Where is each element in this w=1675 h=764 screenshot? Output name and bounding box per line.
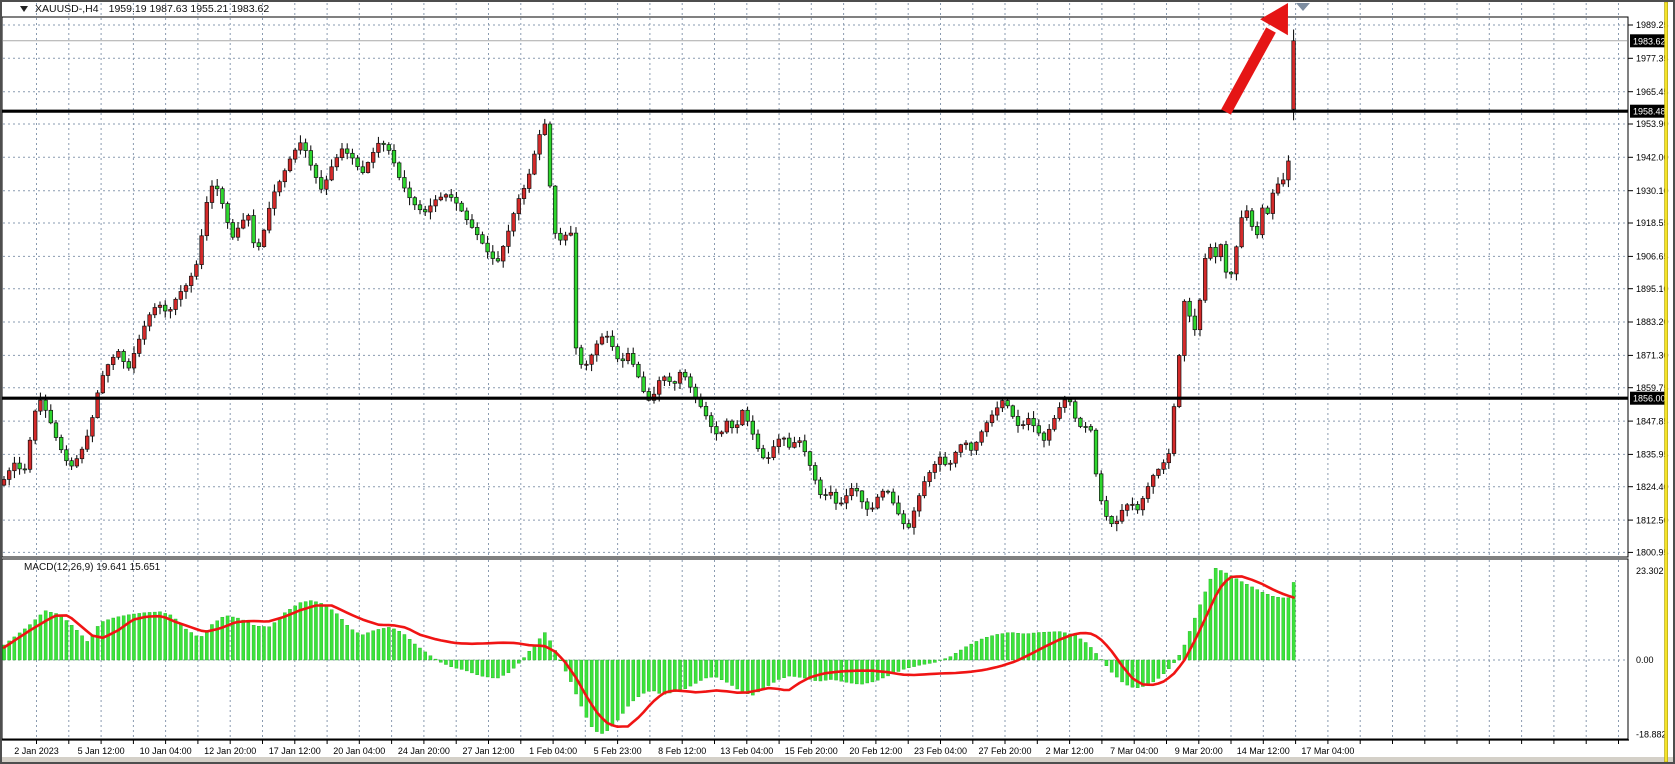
svg-text:1906.65: 1906.65	[1636, 252, 1669, 262]
svg-text:17 Jan 12:00: 17 Jan 12:00	[269, 746, 321, 756]
svg-text:7 Mar 04:00: 7 Mar 04:00	[1110, 746, 1158, 756]
time-axis[interactable]: 2 Jan 2023 5 Jan 12:00 10 Jan 04:00 12 Jan …	[2, 739, 1629, 756]
svg-text:1895.10: 1895.10	[1636, 284, 1669, 294]
vertical-yellow-line[interactable]	[1664, 1, 1668, 763]
svg-text:1835.95: 1835.95	[1636, 450, 1669, 460]
svg-text:0.00: 0.00	[1636, 655, 1654, 665]
svg-text:15 Feb 20:00: 15 Feb 20:00	[785, 746, 838, 756]
svg-text:8 Feb 12:00: 8 Feb 12:00	[658, 746, 706, 756]
svg-text:20 Feb 12:00: 20 Feb 12:00	[849, 746, 902, 756]
svg-text:23.302: 23.302	[1636, 566, 1664, 576]
svg-text:1859.75: 1859.75	[1636, 383, 1669, 393]
svg-text:14 Mar 12:00: 14 Mar 12:00	[1237, 746, 1290, 756]
hline-badge-1856.00[interactable]: 1856.00	[1630, 391, 1666, 405]
grid	[3, 3, 1627, 738]
svg-text:1958.48: 1958.48	[1633, 107, 1666, 117]
svg-text:9 Mar 20:00: 9 Mar 20:00	[1175, 746, 1223, 756]
svg-text:1930.10: 1930.10	[1636, 186, 1669, 196]
symbol-timeframe: XAUUSD-,H4	[35, 3, 99, 15]
svg-text:1983.62: 1983.62	[1633, 36, 1666, 46]
svg-text:1989.25: 1989.25	[1636, 20, 1669, 30]
svg-text:1824.40: 1824.40	[1636, 482, 1669, 492]
svg-text:1953.90: 1953.90	[1636, 119, 1669, 129]
bottom-strip	[2, 757, 1673, 762]
svg-text:-18.882: -18.882	[1636, 730, 1667, 740]
svg-text:1 Feb 04:00: 1 Feb 04:00	[529, 746, 577, 756]
svg-text:1871.30: 1871.30	[1636, 351, 1669, 361]
chart-title: XAUUSD-,H4 1959.19 1987.63 1955.21 1983.6…	[20, 3, 269, 15]
price-axis[interactable]: 1989.25 1977.35 1965.45 1953.90 1942.00 1930.…	[1628, 20, 1669, 558]
svg-text:10 Jan 04:00: 10 Jan 04:00	[140, 746, 192, 756]
ohlc-readout: 1959.19 1987.63 1955.21 1983.62	[108, 3, 270, 15]
svg-text:1942.00: 1942.00	[1636, 153, 1669, 163]
svg-text:13 Feb 04:00: 13 Feb 04:00	[720, 746, 773, 756]
svg-text:1883.20: 1883.20	[1636, 317, 1669, 327]
macd-panel-box[interactable]	[1, 558, 1629, 740]
scroll-marker-icon[interactable]	[1296, 3, 1310, 11]
symbol-dropdown-icon[interactable]	[20, 6, 28, 12]
svg-text:1965.45: 1965.45	[1636, 87, 1669, 97]
svg-text:27 Jan 12:00: 27 Jan 12:00	[462, 746, 514, 756]
svg-text:1856.00: 1856.00	[1633, 394, 1666, 404]
svg-text:27 Feb 20:00: 27 Feb 20:00	[978, 746, 1031, 756]
svg-text:20 Jan 04:00: 20 Jan 04:00	[333, 746, 385, 756]
svg-text:24 Jan 20:00: 24 Jan 20:00	[398, 746, 450, 756]
macd-indicator-label: MACD(12,26,9) 19.641 15.651	[24, 562, 161, 573]
candlesticks[interactable]	[1, 29, 1296, 535]
svg-text:1812.50: 1812.50	[1636, 515, 1669, 525]
svg-text:2 Mar 12:00: 2 Mar 12:00	[1046, 746, 1094, 756]
svg-text:1918.55: 1918.55	[1636, 218, 1669, 228]
svg-text:1800.95: 1800.95	[1636, 548, 1669, 558]
svg-text:23 Feb 04:00: 23 Feb 04:00	[914, 746, 967, 756]
svg-text:1847.85: 1847.85	[1636, 416, 1669, 426]
svg-text:5 Feb 23:00: 5 Feb 23:00	[594, 746, 642, 756]
trend-arrow[interactable]	[1221, 3, 1288, 115]
svg-text:17 Mar 04:00: 17 Mar 04:00	[1301, 746, 1354, 756]
svg-text:12 Jan 20:00: 12 Jan 20:00	[204, 746, 256, 756]
hline-badge-1958.48[interactable]: 1958.48	[1630, 104, 1666, 118]
macd-signal-line	[2, 575, 1295, 729]
macd-axis[interactable]: 23.302 0.00 -18.882	[1636, 566, 1667, 740]
svg-text:1977.35: 1977.35	[1636, 54, 1669, 64]
bid-price-badge[interactable]: 1983.62	[1630, 34, 1666, 48]
svg-text:2 Jan 2023: 2 Jan 2023	[14, 746, 59, 756]
svg-text:5 Jan 12:00: 5 Jan 12:00	[78, 746, 125, 756]
